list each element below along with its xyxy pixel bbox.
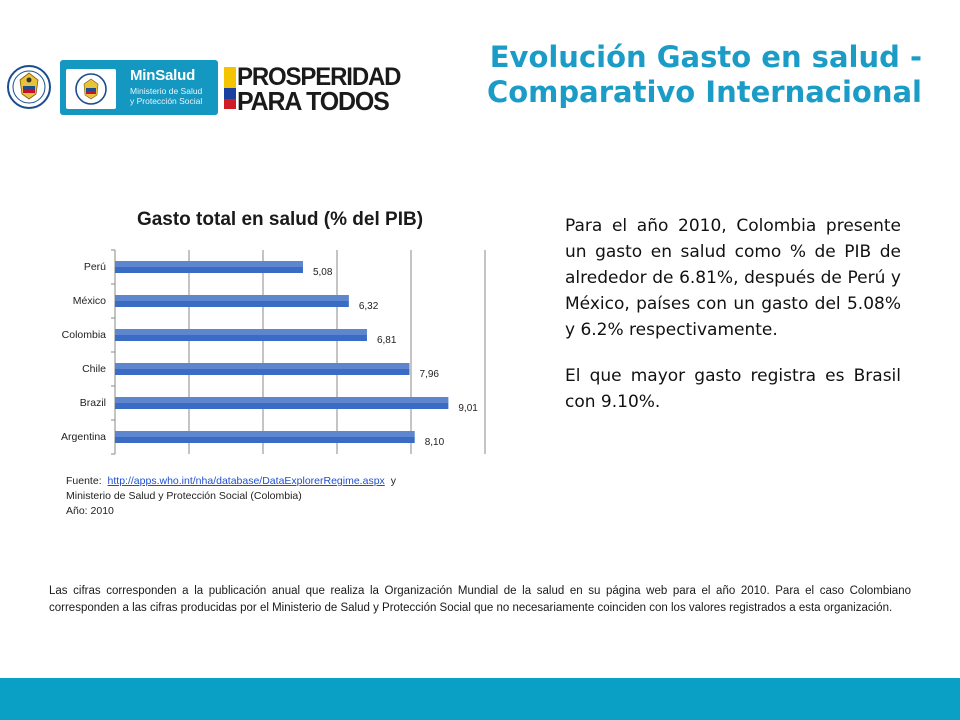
category-label: Perú (84, 261, 106, 273)
value-label: 7,96 (420, 369, 440, 380)
chart-title: Gasto total en salud (% del PIB) (136, 209, 424, 230)
prosperidad-line2: PARA TODOS (237, 86, 390, 116)
bar-highlight (115, 431, 415, 437)
footnote: Las cifras corresponden a la publicación… (49, 585, 911, 614)
value-label: 8,10 (425, 437, 445, 448)
bar-chile (115, 363, 410, 375)
source-suffix: y (390, 475, 396, 487)
minsalud-logo: MinSalud Ministerio de Salud y Protecció… (60, 60, 218, 115)
category-label: Brazil (80, 397, 106, 409)
source-link[interactable]: http://apps.who.int/nha/database/DataExp… (107, 475, 385, 487)
value-label: 9,01 (458, 403, 478, 414)
grid-lines (111, 249, 486, 455)
minsalud-title: MinSalud (130, 67, 196, 84)
category-labels: 5,08 Perú 6,32 México 6,81 Colombia 7,96 Chile 9… (61, 261, 478, 448)
prosperidad-para-todos-logo: PROSPERIDAD PARA TODOS (224, 63, 402, 116)
bar-argentina (115, 431, 415, 443)
bar-highlight (115, 329, 367, 335)
source-line2: Ministerio de Salud y Protección Social … (66, 490, 302, 502)
prosperidad-line1: PROSPERIDAD (237, 63, 402, 91)
source-prefix: Fuente: (66, 475, 102, 487)
bar-méxico (115, 295, 349, 307)
bars (115, 261, 449, 443)
value-label: 6,81 (377, 335, 397, 346)
colombia-seal-logo (7, 65, 51, 109)
category-label: Argentina (61, 431, 106, 443)
colombia-flag-bars (224, 67, 236, 109)
value-label: 6,32 (359, 301, 379, 312)
minsalud-icon (66, 69, 116, 109)
bar-highlight (115, 397, 449, 403)
page-title: Evolución Gasto en salud - Comparativo I… (486, 40, 922, 109)
value-label: 5,08 (313, 267, 333, 278)
category-label: Colombia (62, 329, 107, 341)
category-label: México (73, 295, 106, 307)
source-year: Año: 2010 (66, 505, 114, 517)
source-note: Fuente: http://apps.who.int/nha/database… (66, 474, 506, 519)
analysis-text: Para el año 2010, Colombia presente un g… (565, 213, 901, 435)
bar-highlight (115, 363, 410, 369)
bar-perú (115, 261, 303, 273)
bar-brazil (115, 397, 449, 409)
bar-highlight (115, 261, 303, 267)
bar-colombia (115, 329, 367, 341)
footer-bar (0, 678, 960, 720)
bar-highlight (115, 295, 349, 301)
analysis-paragraph-1: Para el año 2010, Colombia presente un g… (565, 216, 901, 340)
category-label: Chile (82, 363, 106, 375)
analysis-paragraph-2: El que mayor gasto registra es Brasil co… (565, 366, 901, 412)
minsalud-subtitle: Ministerio de Salud y Protección Social (130, 86, 203, 106)
